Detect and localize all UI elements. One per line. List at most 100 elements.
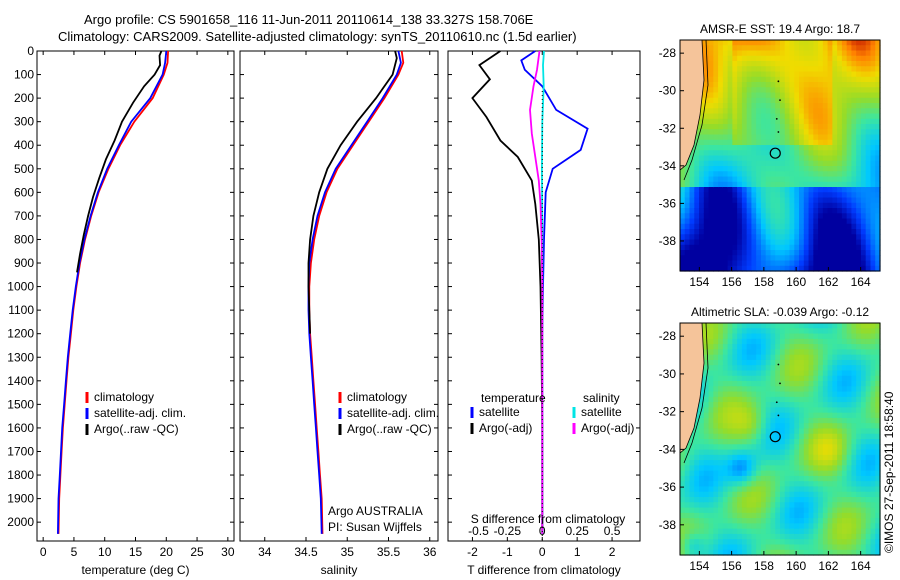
sla-map-cell (765, 344, 772, 350)
sla-map-cell (708, 528, 714, 535)
sla-map-cell (856, 470, 862, 477)
sst-map-cell (741, 145, 748, 151)
sla-map-cell (741, 528, 748, 535)
sla-map-cell (808, 412, 814, 419)
sla-map-cell (808, 349, 814, 356)
sst-map-cell (756, 181, 762, 188)
sla-map-cell (875, 391, 881, 398)
sla-map-cell (756, 507, 762, 514)
sst-map-cell (827, 92, 833, 99)
sla-map-cell (875, 497, 881, 503)
sla-map-cell (703, 386, 710, 393)
sla-map-cell (780, 328, 786, 335)
sst-map-cell (765, 250, 772, 256)
sla-map-cell (784, 328, 791, 335)
sla-map-cell (803, 323, 810, 329)
sst-map-cell (875, 124, 881, 130)
sst-map-cell (875, 82, 881, 88)
sla-map-cell (727, 470, 733, 477)
sst-map-cell (870, 187, 876, 193)
sst-map-cell (875, 71, 881, 78)
sst-map-cell (737, 160, 743, 167)
sst-map-cell (703, 155, 710, 162)
sst-map-cell (703, 218, 710, 225)
sst-map-cell (713, 150, 719, 157)
sst-map-cell (846, 71, 853, 78)
sst-map-cell (751, 192, 757, 199)
sla-map-cell (794, 444, 800, 451)
sla-map-cell (746, 417, 753, 424)
sla-map-cell (837, 481, 843, 488)
sst-map-cell (784, 92, 791, 99)
sst-map-cell (713, 160, 719, 167)
sst-map-cell (813, 218, 819, 225)
sst-map-cell (708, 103, 714, 109)
sla-map-cell (760, 449, 767, 456)
sla-map-cell (841, 391, 848, 398)
sla-map-cell (808, 386, 814, 393)
sla-map-cell (732, 507, 738, 514)
sst-map-cell (751, 244, 757, 251)
figure-title-line2: Climatology: CARS2009. Satellite-adjuste… (58, 29, 577, 44)
sst-map-cell (780, 150, 786, 157)
sst-map-cell (856, 50, 862, 57)
sla-map-track-dot (777, 414, 780, 417)
sst-map-cell (770, 244, 776, 251)
sla-map-cell (732, 323, 738, 329)
sla-map-cell (722, 433, 729, 440)
sst-map-cell (784, 76, 791, 83)
sla-map-cell (708, 323, 714, 329)
sla-map-cell (741, 433, 748, 440)
sla-map-cell (746, 549, 753, 556)
sst-map-cell (832, 192, 838, 199)
sla-map-cell (827, 428, 833, 435)
sst-map-cell (765, 87, 772, 94)
sla-map-cell (703, 396, 710, 403)
sla-map-cell (832, 428, 838, 435)
sst-map-cell (870, 250, 876, 256)
sst-map-cell (751, 97, 757, 104)
sst-map-cell (699, 129, 705, 136)
sla-map-cell (841, 491, 848, 498)
sla-map-cell (856, 323, 862, 329)
sla-map-cell (789, 475, 795, 482)
sst-map-cell (680, 229, 686, 235)
sst-map-cell (803, 103, 810, 109)
sla-map-cell (722, 344, 729, 350)
sst-map-cell (870, 239, 876, 246)
sst-map-cell (856, 213, 862, 220)
sla-map-cell (689, 433, 695, 440)
sla-map-cell (746, 412, 753, 419)
sla-map-cell (718, 333, 724, 340)
sst-map-cell (846, 139, 853, 146)
sla-map-cell (808, 465, 814, 472)
sst-map-cell (841, 40, 848, 46)
sla-map-cell (694, 454, 700, 461)
sla-map-cell (775, 344, 781, 350)
sst-map-cell (746, 166, 753, 172)
sst-map-cell (722, 250, 729, 256)
sla-map-cell (708, 412, 714, 419)
sst-map-cell (703, 166, 710, 172)
sla-map-cell (703, 359, 710, 366)
sst-map-cell (718, 108, 724, 115)
sla-map-cell (822, 465, 829, 472)
sst-map-cell (813, 139, 819, 146)
sla-map-cell (803, 402, 810, 408)
sla-map-cell (751, 507, 757, 514)
sst-map-cell (713, 187, 719, 193)
sla-map-cell (827, 370, 833, 377)
sla-map-cell (751, 491, 757, 498)
sst-map-cell (780, 71, 786, 78)
sst-map-cell (765, 66, 772, 73)
sst-map-cell (751, 155, 757, 162)
sst-map-cell (732, 150, 738, 157)
sst-map-cell (780, 134, 786, 141)
sst-map-cell (760, 208, 767, 214)
sla-map-cell (689, 449, 695, 456)
sst-map-cell (722, 202, 729, 209)
sst-map-cell (703, 103, 710, 109)
sla-map-cell (808, 396, 814, 403)
sla-map-cell (784, 333, 791, 340)
sst-map-cell (837, 218, 843, 225)
